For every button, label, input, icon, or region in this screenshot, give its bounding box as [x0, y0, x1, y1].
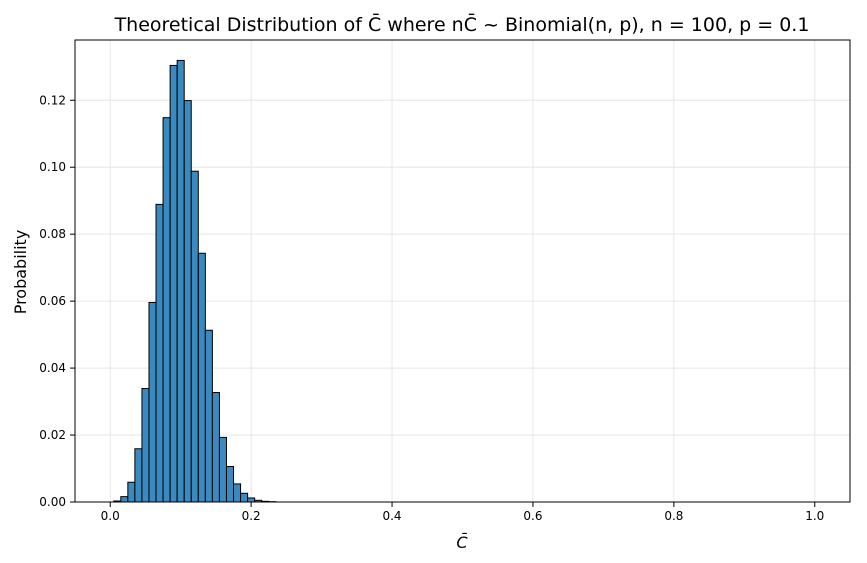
histogram-bar: [134, 448, 143, 503]
histogram-bar: [169, 64, 178, 503]
y-tick-label: 0.02: [39, 428, 66, 442]
histogram-bar: [204, 329, 213, 503]
histogram-bar: [225, 466, 235, 503]
plot-frame: [74, 39, 851, 503]
x-tick-label: 0.8: [664, 509, 683, 523]
y-tick-label: 0.06: [39, 294, 66, 308]
histogram-bar: [162, 117, 171, 503]
histogram-bar: [155, 203, 164, 503]
y-tick-label: 0.08: [39, 227, 66, 241]
histogram-bar: [197, 252, 206, 503]
histogram-bar: [148, 301, 157, 503]
histogram-bar: [190, 170, 199, 503]
histogram-bar: [240, 492, 249, 503]
x-tick-label: 0.4: [382, 509, 401, 523]
y-tick-label: 0.12: [39, 93, 66, 107]
chart-title: Theoretical Distribution of C̄ where nC̄…: [114, 12, 810, 36]
histogram-bar: [176, 59, 185, 503]
histogram-bar: [233, 483, 242, 503]
histogram-bar: [141, 388, 150, 503]
histogram-bar: [183, 100, 192, 503]
histogram-bar: [218, 436, 227, 503]
y-tick-label: 0.10: [39, 160, 66, 174]
histogram-bar: [127, 481, 136, 503]
x-tick-label: 0.0: [101, 509, 120, 523]
x-tick-label: 0.2: [242, 509, 261, 523]
histogram-bar: [247, 497, 256, 503]
y-axis-label: Probability: [11, 230, 30, 315]
x-axis-label: C̄: [456, 533, 468, 552]
y-tick-label: 0.04: [39, 361, 66, 375]
x-tick-label: 1.0: [805, 509, 824, 523]
histogram-bar: [120, 496, 129, 503]
x-tick-label: 0.6: [523, 509, 542, 523]
y-tick-label: 0.00: [39, 495, 66, 509]
ticks-layer: 0.0 0.2 0.4 0.6 0.8 1.0 0.00 0.02 0.04 0.06 0.08 0.…: [39, 93, 824, 523]
histogram-bar: [211, 392, 220, 503]
grid-layer: [75, 40, 850, 503]
